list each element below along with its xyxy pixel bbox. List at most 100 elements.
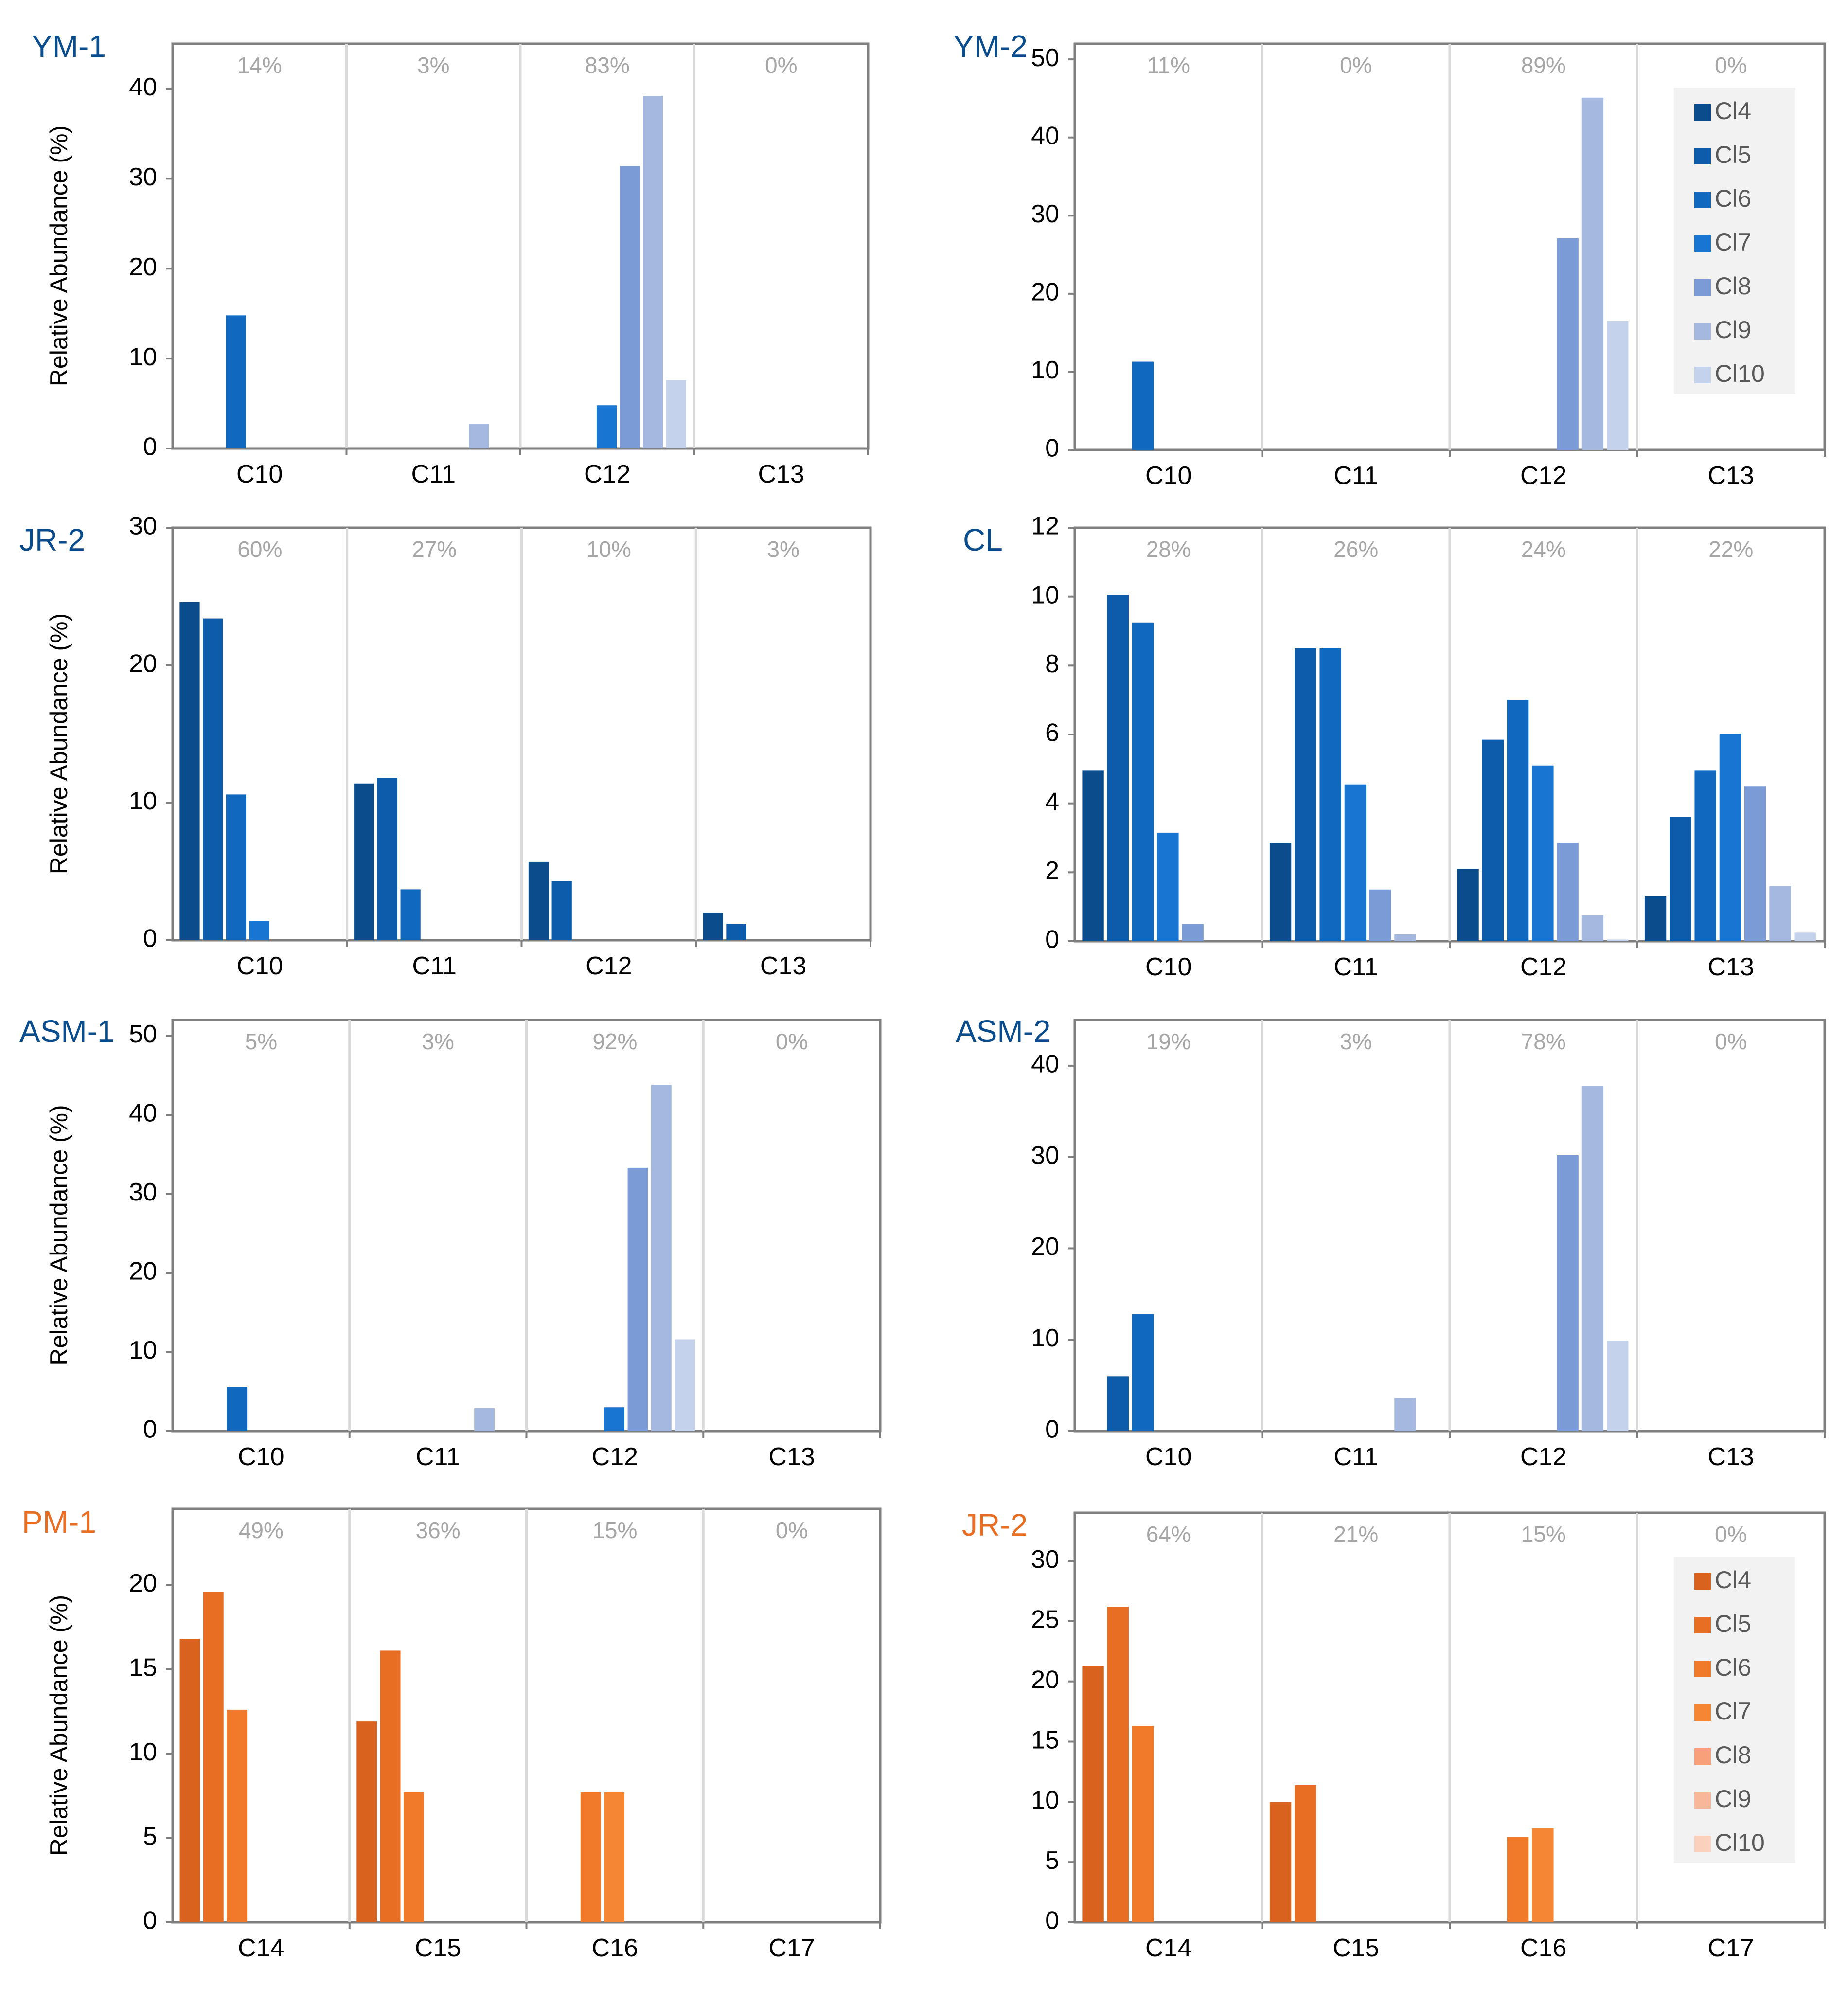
legend-background xyxy=(1674,88,1795,394)
bar xyxy=(404,1792,424,1922)
bar xyxy=(226,794,247,940)
x-tick-label: C17 xyxy=(768,1934,815,1962)
chart-panel: YM-1 0 10 20 30 40 Relative Abundance (%) C10 14… xyxy=(32,29,870,488)
y-tick-label: 10 xyxy=(129,343,157,371)
bar xyxy=(1532,765,1554,941)
panel-title: YM-1 xyxy=(32,29,106,64)
bar xyxy=(203,1592,224,1922)
panel-title: JR-2 xyxy=(962,1507,1028,1542)
y-tick-label: 0 xyxy=(1045,434,1059,463)
group-percent-label: 3% xyxy=(1340,1029,1372,1054)
legend-label: Cl7 xyxy=(1715,1698,1751,1725)
bar xyxy=(1532,1828,1554,1922)
bar xyxy=(380,1650,401,1922)
bar xyxy=(726,924,746,940)
group-percent-label: 14% xyxy=(237,53,282,78)
bar xyxy=(249,921,269,940)
panel-title: ASM-2 xyxy=(956,1014,1051,1049)
y-tick-label: 40 xyxy=(1031,122,1059,150)
bar xyxy=(400,889,421,940)
legend: Cl4 Cl5 Cl6 Cl7 Cl8 Cl9 Cl10 xyxy=(1674,1557,1795,1863)
y-tick-label: 10 xyxy=(129,787,157,815)
bar xyxy=(1769,886,1791,941)
group-percent-label: 64% xyxy=(1146,1522,1191,1547)
bar xyxy=(1794,932,1816,941)
group-percent-label: 21% xyxy=(1333,1522,1378,1547)
x-tick-label: C11 xyxy=(1333,1443,1378,1471)
y-tick-label: 0 xyxy=(1045,1415,1059,1444)
x-tick-label: C13 xyxy=(768,1443,815,1471)
group-percent-label: 5% xyxy=(245,1029,277,1054)
bar xyxy=(1319,648,1341,941)
panel-title: CL xyxy=(963,522,1003,557)
x-tick-label: C10 xyxy=(238,1443,284,1471)
group-percent-label: 27% xyxy=(412,537,457,562)
y-tick-label: 20 xyxy=(129,1257,157,1286)
y-tick-label: 0 xyxy=(1045,1907,1059,1935)
bar xyxy=(227,1709,248,1922)
y-tick-label: 0 xyxy=(143,1907,157,1935)
bar xyxy=(1581,1086,1604,1431)
bar xyxy=(1394,1398,1416,1431)
bar xyxy=(675,1339,695,1431)
panel-title: JR-2 xyxy=(19,522,85,557)
y-tick-label: 50 xyxy=(1031,44,1059,72)
x-tick-label: C11 xyxy=(412,952,457,980)
bar xyxy=(1082,770,1104,941)
group-percent-label: 0% xyxy=(1715,1522,1747,1547)
y-tick-label: 20 xyxy=(129,253,157,281)
group-percent-label: 0% xyxy=(1715,1029,1747,1054)
bar xyxy=(1132,622,1154,941)
y-axis-label: Relative Abundance (%) xyxy=(45,613,72,874)
y-tick-label: 40 xyxy=(129,73,157,101)
y-tick-label: 40 xyxy=(129,1099,157,1128)
y-tick-label: 12 xyxy=(1031,512,1059,540)
x-tick-label: C12 xyxy=(1520,1443,1566,1471)
y-tick-label: 20 xyxy=(1031,1666,1059,1694)
bar xyxy=(1295,1785,1316,1922)
chart-panel: CL 0 2 4 6 8 10 12 C10 28% C11 26% C12 24% C13 22% xyxy=(963,512,1826,981)
legend-label: Cl6 xyxy=(1715,1654,1751,1681)
bar xyxy=(703,913,723,940)
y-tick-label: 30 xyxy=(1031,1545,1059,1574)
bar xyxy=(1107,1607,1129,1922)
y-axis-label: Relative Abundance (%) xyxy=(45,1105,72,1365)
legend-label: Cl10 xyxy=(1715,1829,1765,1856)
bar xyxy=(1132,1314,1154,1431)
y-tick-label: 10 xyxy=(1031,1786,1059,1814)
panel-title: PM-1 xyxy=(22,1504,96,1540)
bar xyxy=(604,1407,625,1431)
bar xyxy=(620,166,640,449)
y-tick-label: 4 xyxy=(1045,788,1059,816)
legend-label: Cl10 xyxy=(1715,360,1765,387)
bar xyxy=(1182,924,1204,941)
y-tick-label: 25 xyxy=(1031,1606,1059,1634)
y-tick-label: 30 xyxy=(1031,200,1059,228)
bar xyxy=(580,1792,601,1922)
bar xyxy=(1670,817,1691,941)
bar xyxy=(474,1408,495,1431)
bar xyxy=(1557,238,1579,450)
bar xyxy=(354,783,374,940)
x-tick-label: C13 xyxy=(1708,462,1754,490)
legend-swatch xyxy=(1694,323,1711,340)
y-axis-label: Relative Abundance (%) xyxy=(45,1595,72,1856)
bar xyxy=(227,1387,248,1431)
x-tick-label: C14 xyxy=(238,1934,284,1962)
x-tick-label: C15 xyxy=(415,1934,461,1962)
bar xyxy=(1269,1802,1292,1922)
bar xyxy=(643,96,663,449)
y-tick-label: 20 xyxy=(1031,1233,1059,1261)
bar xyxy=(1644,896,1667,941)
y-tick-label: 10 xyxy=(129,1336,157,1364)
bar xyxy=(1157,832,1179,941)
x-tick-label: C11 xyxy=(1333,462,1378,490)
x-tick-label: C16 xyxy=(1520,1934,1566,1962)
group-percent-label: 83% xyxy=(585,53,630,78)
x-tick-label: C12 xyxy=(1520,953,1566,981)
legend-swatch xyxy=(1694,1573,1711,1590)
y-tick-label: 0 xyxy=(143,433,157,461)
bar xyxy=(1557,843,1579,941)
group-percent-label: 78% xyxy=(1521,1029,1566,1054)
legend-swatch xyxy=(1694,1836,1711,1852)
